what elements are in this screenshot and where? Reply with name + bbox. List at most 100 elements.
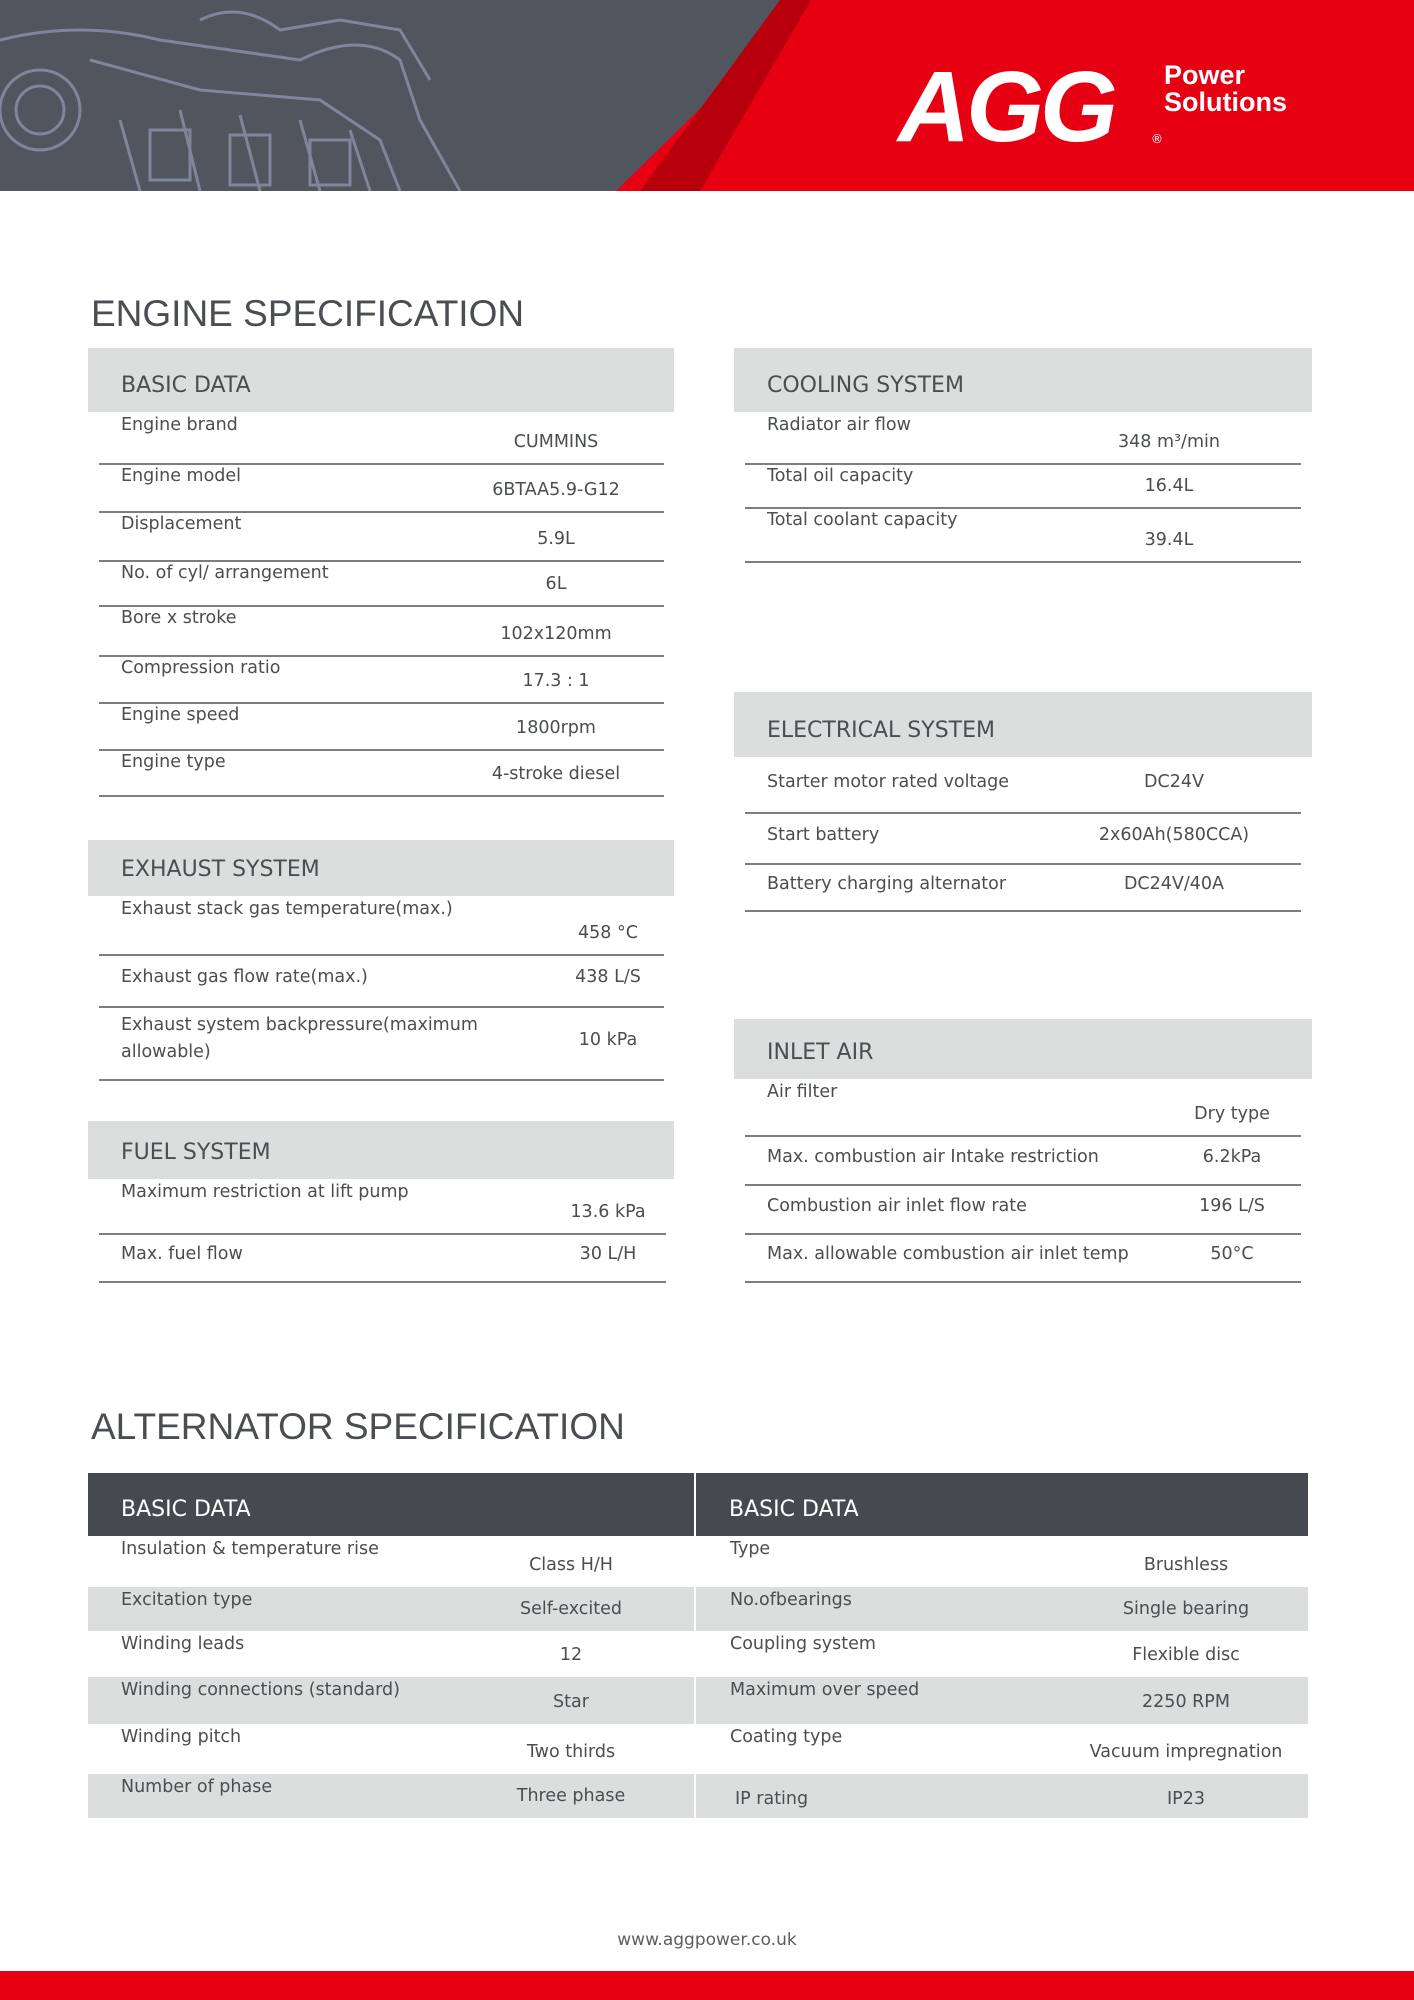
spec-value: Three phase bbox=[516, 1786, 626, 1806]
row-divider bbox=[745, 463, 1301, 465]
spec-label: Engine brand bbox=[121, 415, 238, 435]
spec-label: Engine type bbox=[121, 752, 226, 772]
row-divider bbox=[99, 1006, 664, 1008]
row-divider bbox=[99, 1233, 666, 1235]
spec-value: 13.6 kPa bbox=[570, 1202, 646, 1222]
row-divider bbox=[99, 1079, 664, 1081]
spec-value: Flexible disc bbox=[1132, 1645, 1240, 1665]
spec-value: Star bbox=[553, 1692, 589, 1712]
spec-label: Combustion air inlet flow rate bbox=[767, 1195, 1027, 1216]
spec-value: 2250 RPM bbox=[1142, 1692, 1230, 1712]
spec-value: 12 bbox=[559, 1645, 583, 1665]
spec-value: 6.2kPa bbox=[1202, 1146, 1262, 1167]
section-heading: FUEL SYSTEM bbox=[121, 1140, 271, 1165]
spec-label: Air filter bbox=[767, 1082, 838, 1102]
row-stripe bbox=[696, 1774, 1308, 1818]
cooling-section-header: COOLING SYSTEM bbox=[734, 348, 1312, 412]
spec-value: 39.4L bbox=[1144, 530, 1194, 550]
spec-value: 50°C bbox=[1210, 1244, 1254, 1264]
row-stripe bbox=[88, 1677, 694, 1724]
spec-label: Type bbox=[730, 1539, 771, 1559]
alternator-spec-title: ALTERNATOR SPECIFICATION bbox=[91, 1406, 625, 1447]
spec-label: Total oil capacity bbox=[767, 466, 914, 486]
spec-label: Maximum over speed bbox=[730, 1680, 920, 1700]
logo-subtitle: Power Solutions bbox=[1164, 60, 1287, 117]
engine-spec-title: ENGINE SPECIFICATION bbox=[91, 293, 525, 334]
row-divider bbox=[745, 863, 1301, 865]
spec-value: 2x60Ah(580CCA) bbox=[1098, 824, 1250, 845]
row-divider bbox=[99, 749, 664, 751]
red-stripe bbox=[640, 0, 811, 191]
spec-label: Coating type bbox=[730, 1727, 843, 1747]
spec-label: Total coolant capacity bbox=[767, 510, 958, 530]
spec-value: 17.3 : 1 bbox=[522, 671, 590, 691]
spec-value: 5.9L bbox=[537, 529, 575, 549]
spec-value: Brushless bbox=[1143, 1555, 1229, 1575]
footer-url[interactable]: www.aggpower.co.uk bbox=[617, 1930, 797, 1950]
row-stripe bbox=[696, 1677, 1308, 1724]
row-divider bbox=[99, 655, 664, 657]
spec-label: Exhaust system backpressure(maximum allo… bbox=[121, 1015, 478, 1062]
spec-label: Max. fuel flow bbox=[121, 1244, 243, 1264]
spec-label: Engine model bbox=[121, 466, 242, 486]
column-divider bbox=[694, 1473, 696, 1818]
spec-label: Winding pitch bbox=[121, 1727, 242, 1747]
spec-label: Battery charging alternator bbox=[767, 873, 1007, 894]
spec-label: Compression ratio bbox=[121, 658, 281, 678]
row-divider bbox=[745, 910, 1301, 912]
row-divider bbox=[99, 605, 664, 607]
spec-value: 438 L/S bbox=[575, 967, 641, 987]
spec-value: 196 L/S bbox=[1199, 1195, 1265, 1216]
row-divider bbox=[745, 1135, 1301, 1137]
section-heading: INLET AIR bbox=[767, 1040, 874, 1065]
row-stripe bbox=[696, 1587, 1308, 1631]
spec-value: 30 L/H bbox=[579, 1244, 637, 1264]
spec-label: Winding leads bbox=[121, 1634, 245, 1654]
row-divider bbox=[99, 463, 664, 465]
spec-value: 16.4L bbox=[1144, 476, 1194, 496]
spec-label: Engine speed bbox=[121, 705, 240, 725]
spec-value: Vacuum impregnation bbox=[1089, 1742, 1283, 1762]
spec-label: Max. allowable combustion air inlet temp bbox=[767, 1244, 1129, 1264]
spec-label: Number of phase bbox=[121, 1777, 273, 1797]
row-divider bbox=[99, 1281, 666, 1283]
spec-value: 348 m³/min bbox=[1118, 432, 1220, 452]
section-heading: EXHAUST SYSTEM bbox=[121, 857, 320, 882]
red-panel bbox=[616, 0, 1414, 191]
header-banner: AGG Power Solutions ® bbox=[0, 0, 1414, 191]
basic-section-header: BASIC DATA bbox=[88, 348, 674, 412]
section-heading: BASIC DATA bbox=[729, 1497, 859, 1522]
spec-label: Exhaust stack gas temperature(max.) bbox=[121, 899, 453, 919]
row-divider bbox=[745, 1281, 1301, 1283]
fuel-section-header: FUEL SYSTEM bbox=[88, 1121, 674, 1179]
spec-value: Self-excited bbox=[520, 1599, 622, 1619]
spec-value: CUMMINS bbox=[513, 432, 599, 452]
spec-label: IP rating bbox=[735, 1789, 809, 1809]
spec-value: 6BTAA5.9-G12 bbox=[492, 480, 620, 500]
spec-value: 1800rpm bbox=[516, 718, 596, 738]
row-divider bbox=[99, 702, 664, 704]
row-divider bbox=[99, 511, 664, 513]
spec-label: No. of cyl/ arrangement bbox=[121, 563, 329, 583]
spec-value: IP23 bbox=[1167, 1789, 1205, 1809]
spec-label: Exhaust gas flow rate(max.) bbox=[121, 967, 368, 987]
section-heading: BASIC DATA bbox=[121, 373, 251, 398]
row-divider bbox=[99, 795, 664, 797]
spec-label: Starter motor rated voltage bbox=[767, 771, 1009, 792]
spec-value: 102x120mm bbox=[500, 624, 612, 644]
row-divider bbox=[99, 954, 664, 956]
alternator-left-header: BASIC DATA bbox=[88, 1473, 694, 1536]
spec-label: Coupling system bbox=[730, 1634, 876, 1654]
spec-value: 10 kPa bbox=[578, 1029, 638, 1050]
engine-illustration bbox=[0, 0, 1414, 191]
section-heading: COOLING SYSTEM bbox=[767, 373, 964, 398]
section-heading: ELECTRICAL SYSTEM bbox=[767, 718, 995, 743]
row-divider bbox=[99, 560, 664, 562]
spec-label: Bore x stroke bbox=[121, 608, 237, 628]
alternator-right-header: BASIC DATA bbox=[696, 1473, 1308, 1536]
row-stripe bbox=[88, 1774, 694, 1818]
footer-bar bbox=[0, 1971, 1414, 2000]
spec-value: DC24V bbox=[1144, 771, 1204, 792]
section-heading: BASIC DATA bbox=[121, 1497, 251, 1522]
spec-label: Start battery bbox=[767, 824, 880, 845]
